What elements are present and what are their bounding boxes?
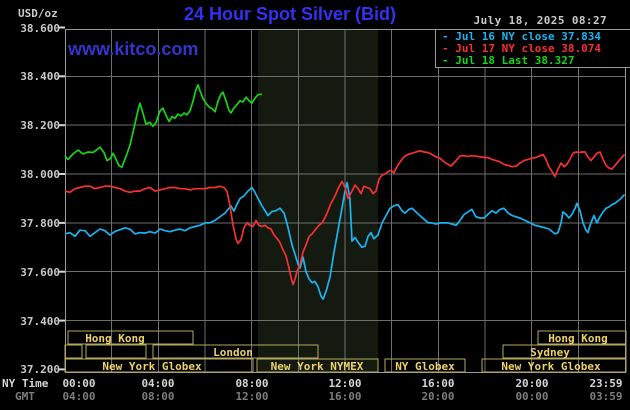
- session-bar: [85, 344, 147, 359]
- session-label: New York NYMEX: [270, 360, 364, 373]
- y-axis-tick-label: 37.600: [20, 266, 60, 279]
- series-line-jul-17: [64, 149, 626, 286]
- x-axis-ny-time-label: 00:00: [62, 377, 96, 390]
- x-axis-ny-time-label: 23:59: [589, 377, 623, 390]
- series-line-jul-18: [64, 84, 263, 169]
- x-axis-ny-time-label: 16:00: [421, 377, 455, 390]
- x-axis-gmt-label: 12:00: [235, 390, 269, 403]
- session-label: Sydney: [530, 346, 570, 359]
- x-axis-ny-time-label: 20:00: [515, 377, 549, 390]
- x-axis-gmt-label: 08:00: [141, 390, 175, 403]
- x-axis-ny-time-label: 12:00: [328, 377, 362, 390]
- session-label: NY Globex: [395, 360, 455, 373]
- x-axis-ny-time-label: 04:00: [141, 377, 175, 390]
- session-bar: [502, 344, 627, 359]
- y-axis-tick-label: 38.600: [20, 22, 60, 35]
- legend-box: - Jul 16 NY close 37.834- Jul 17 NY clos…: [435, 29, 630, 68]
- legend-entry: - Jul 16 NY close 37.834: [442, 30, 601, 43]
- x-axis-gmt-label: 04:00: [62, 390, 96, 403]
- session-bar: [537, 330, 627, 345]
- y-axis-tick-label: 38.200: [20, 119, 60, 132]
- legend-entry: - Jul 17 NY close 38.074: [442, 42, 601, 55]
- legend-entry: - Jul 18 Last 38.327: [442, 54, 575, 67]
- gmt-row-label: GMT: [15, 390, 35, 403]
- y-axis-tick-label: 38.400: [20, 70, 60, 83]
- x-axis-gmt-label: 20:00: [421, 390, 455, 403]
- session-bar: [64, 358, 254, 373]
- unit-label: USD/oz: [18, 7, 58, 20]
- y-axis-tick-label: 37.400: [20, 315, 60, 328]
- x-axis-gmt-label: 03:59: [589, 390, 623, 403]
- series-line-jul-16: [64, 181, 626, 300]
- y-axis-tick-label: 37.800: [20, 217, 60, 230]
- session-bar: [481, 358, 627, 373]
- x-axis-gmt-label: 16:00: [328, 390, 362, 403]
- page-title: 24 Hour Spot Silver (Bid): [184, 4, 397, 24]
- ny-time-row-label: NY Time: [2, 377, 49, 390]
- session-label: New York Globex: [102, 360, 202, 373]
- x-axis-ny-time-label: 08:00: [235, 377, 269, 390]
- session-bar: [384, 358, 466, 373]
- session-label: Hong Kong: [85, 332, 145, 345]
- session-bar: [64, 344, 83, 359]
- x-axis-gmt-label: 00:00: [515, 390, 549, 403]
- session-bar: [152, 344, 319, 359]
- session-bar: [67, 330, 194, 345]
- y-axis-tick-label: 37.200: [20, 363, 60, 376]
- session-bar: [256, 358, 379, 373]
- timestamp: July 18, 2025 08:27: [473, 14, 607, 27]
- session-label: Hong Kong: [548, 332, 608, 345]
- session-label: New York Globex: [501, 360, 601, 373]
- y-axis-tick-label: 38.000: [20, 168, 60, 181]
- kitco-watermark-link: www.kitco.com: [68, 39, 199, 59]
- nymex-session-band: [258, 30, 379, 373]
- session-label: London: [213, 346, 253, 359]
